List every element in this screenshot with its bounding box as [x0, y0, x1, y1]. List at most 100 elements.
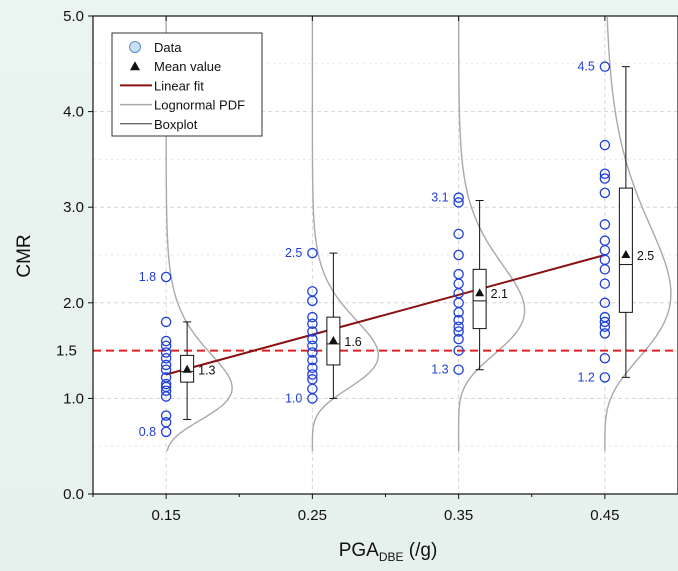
data-point: [307, 311, 318, 323]
data-point: [599, 316, 611, 328]
mean-label: 2.5: [637, 249, 654, 263]
data-point: [160, 316, 172, 328]
data-point: [599, 372, 611, 383]
min-label: 1.0: [285, 391, 302, 405]
mean-label: 1.6: [344, 335, 361, 349]
min-label: 1.2: [577, 370, 594, 384]
data-point: [453, 345, 464, 356]
data-point: [453, 249, 464, 261]
x-tick-label: 0.15: [152, 507, 181, 524]
lognormal-pdf-curve: [457, 17, 526, 451]
linear-fit-layer: [165, 254, 606, 376]
y-tick-label: 0.0: [63, 486, 84, 503]
threshold-label: 1.5: [56, 343, 77, 360]
lognormal-pdf-curve: [604, 16, 672, 451]
data-point: [160, 385, 172, 397]
data-point: [453, 192, 464, 203]
data-point: [307, 347, 318, 358]
x-axis-title-unit: (/g): [404, 540, 438, 561]
min-label: 1.3: [431, 363, 448, 377]
data-point: [160, 364, 172, 375]
data-point: [599, 297, 611, 309]
data-point: [307, 295, 318, 307]
linear-fit-line: [165, 254, 606, 376]
data-point: [599, 168, 611, 179]
x-axis-title: PGADBE (/g): [339, 540, 438, 564]
data-point: [307, 247, 318, 259]
data-point: [307, 354, 318, 366]
mean-marker: [182, 364, 192, 373]
y-tick-label: 1.0: [63, 390, 84, 407]
data-point: [599, 187, 611, 199]
data-point: [160, 340, 172, 352]
data-point: [599, 139, 611, 151]
legend-label: Boxplot: [154, 117, 198, 132]
data-point: [160, 410, 172, 421]
data-point: [599, 173, 611, 184]
legend-mean-icon: [130, 61, 140, 71]
box-iqr: [472, 268, 487, 330]
data-point: [453, 364, 464, 375]
data-point: [599, 264, 611, 275]
y-tick-label: 5.0: [63, 8, 84, 25]
data-point: [160, 359, 172, 371]
legend-label: Linear fit: [154, 78, 204, 93]
data-point: [599, 328, 611, 339]
min-label: 0.8: [139, 425, 156, 439]
max-label: 4.5: [577, 60, 594, 74]
data-point: [307, 393, 318, 404]
y-axis-title: CMR: [14, 234, 35, 277]
data-point: [307, 340, 318, 352]
y-tick-label: 3.0: [63, 199, 84, 216]
tick-labels: 0.15 0.25 0.35 0.45 0.0 1.0 2.0 3.0 4.0 5.0: [63, 8, 619, 524]
data-point: [160, 347, 172, 358]
data-point: [160, 391, 172, 402]
mean-marker: [475, 288, 485, 297]
data-point: [453, 321, 464, 332]
mean-label: 1.3: [198, 364, 215, 378]
boxplot-layer: [180, 66, 633, 420]
y-tick-label: 2.0: [63, 295, 84, 312]
data-point: [599, 321, 611, 332]
data-point: [453, 326, 464, 337]
data-point: [160, 335, 172, 347]
data-point: [453, 333, 464, 345]
data-point: [599, 219, 611, 230]
data-point: [160, 352, 172, 364]
data-point: [307, 318, 318, 330]
max-label: 1.8: [139, 270, 156, 284]
mean-marker: [328, 336, 338, 345]
data-point: [160, 426, 172, 438]
mean-marker: [621, 250, 631, 258]
legend-data-icon: [129, 41, 141, 53]
data-point: [307, 369, 318, 380]
x-tick-label: 0.35: [444, 507, 473, 524]
legend-label: Lognormal PDF: [154, 98, 245, 113]
legend-label: Data: [154, 40, 182, 55]
x-tick-label: 0.45: [590, 507, 619, 524]
x-tick-label: 0.25: [298, 507, 327, 524]
data-point: [453, 197, 464, 208]
max-label: 3.1: [431, 191, 448, 205]
data-point: [453, 314, 464, 326]
legend: Data Mean value Linear fit Lognormal PDF Box…: [111, 32, 263, 137]
lognormal-pdf-curve: [311, 17, 380, 451]
x-axis-title-main: PGA: [339, 540, 379, 561]
data-points-layer: [160, 61, 611, 438]
threshold-layer: 1.5: [56, 343, 678, 360]
max-label: 2.5: [285, 246, 302, 260]
data-point: [599, 352, 611, 364]
data-point: [453, 228, 464, 240]
data-point: [599, 278, 611, 289]
y-tick-label: 4.0: [63, 104, 84, 121]
data-point: [307, 326, 318, 337]
data-point: [307, 362, 318, 374]
data-point: [160, 378, 172, 390]
data-point: [453, 307, 464, 318]
x-axis-title-sub: DBE: [379, 550, 404, 564]
annotations: 1.3 1.8 0.8 1.6 2.5 1.0 2.1 3.1 1.3 2.5 4.5 1.2: [139, 60, 655, 439]
data-point: [307, 333, 318, 345]
data-point: [160, 271, 172, 283]
axes: [88, 15, 678, 499]
